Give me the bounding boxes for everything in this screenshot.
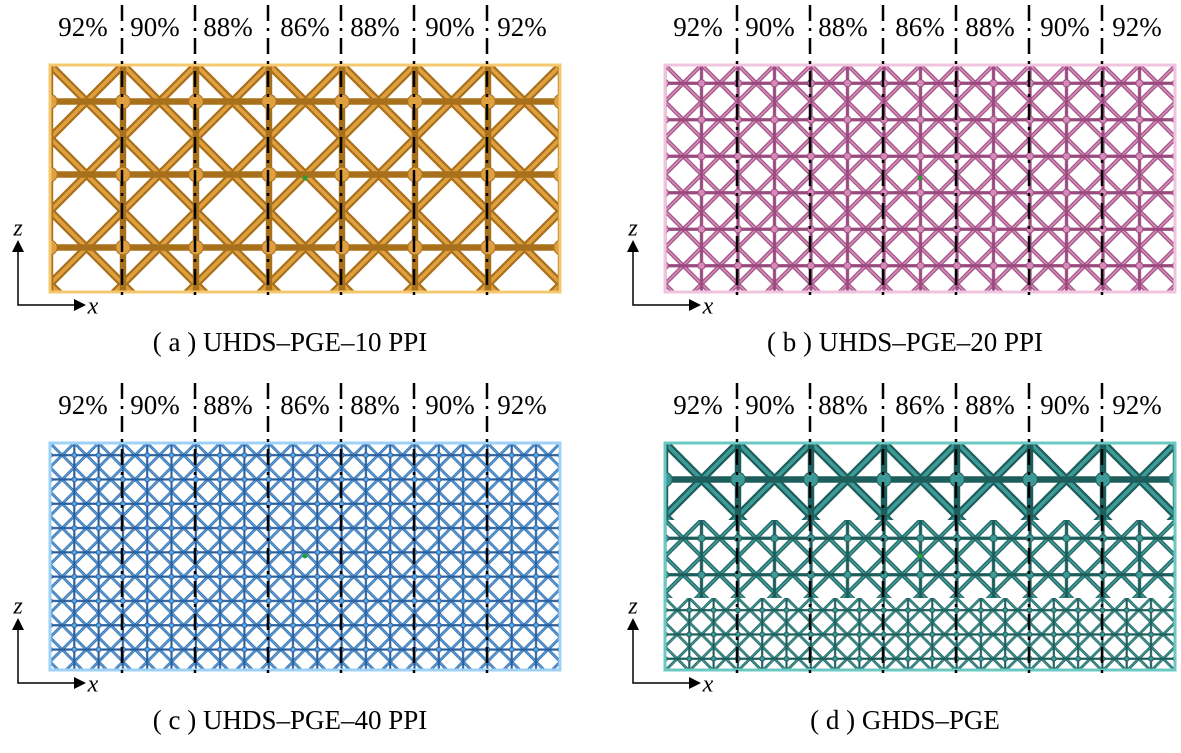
center-mark: [917, 175, 923, 181]
porosity-label: 90%: [745, 12, 795, 42]
porosity-label: 92%: [673, 390, 723, 420]
porosity-label: 86%: [895, 390, 945, 420]
porosity-label: 92%: [58, 390, 108, 420]
lattice: [665, 520, 1175, 598]
arrow-head: [74, 677, 86, 689]
panel: 92% 90% 88% 86% 88% 90% 92% z x ( c ) UHDS–PGE–40…: [12, 383, 562, 735]
arrow-head: [74, 299, 86, 311]
porosity-label: 88%: [203, 12, 253, 42]
caption: ( c ) UHDS–PGE–40 PPI: [153, 705, 428, 735]
porosity-label: 92%: [58, 12, 108, 42]
axis-label: x: [87, 672, 99, 698]
axis-arrows: [17, 624, 80, 684]
axis-label: z: [627, 594, 638, 620]
panel: 92% 90% 88% 86% 88% 90% 92% z x ( d ) GHDS–PGE: [627, 383, 1177, 735]
axis-label: z: [12, 216, 23, 242]
arrow-head: [12, 240, 24, 252]
porosity-label: 90%: [425, 390, 475, 420]
axis-label: x: [702, 672, 714, 698]
arrow-head: [627, 618, 639, 630]
axis-arrows: [632, 246, 695, 306]
arrow-head: [627, 240, 639, 252]
porosity-label: 90%: [130, 390, 180, 420]
axis-label: x: [702, 294, 714, 320]
lattice-border: [663, 441, 1177, 672]
axis-label: x: [87, 294, 99, 320]
porosity-label: 90%: [130, 12, 180, 42]
caption: ( d ) GHDS–PGE: [810, 705, 1000, 735]
center-mark: [302, 175, 308, 181]
porosity-label: 88%: [965, 390, 1015, 420]
porosity-label: 90%: [745, 390, 795, 420]
porosity-label: 90%: [1040, 12, 1090, 42]
porosity-label: 88%: [350, 390, 400, 420]
axis-arrows: [17, 246, 80, 306]
center-mark: [917, 553, 923, 559]
porosity-label: 92%: [1112, 12, 1162, 42]
axis-label: z: [12, 594, 23, 620]
arrow-head: [689, 677, 701, 689]
porosity-label: 90%: [1040, 390, 1090, 420]
arrow-head: [689, 299, 701, 311]
caption: ( a ) UHDS–PGE–10 PPI: [153, 327, 428, 357]
lattice: [665, 443, 1175, 520]
porosity-label: 92%: [497, 390, 547, 420]
porosity-label: 90%: [425, 12, 475, 42]
porosity-label: 88%: [965, 12, 1015, 42]
porosity-label: 86%: [280, 12, 330, 42]
porosity-label: 92%: [497, 12, 547, 42]
center-mark: [302, 553, 308, 559]
arrow-head: [12, 618, 24, 630]
panel: 92% 90% 88% 86% 88% 90% 92% z x ( b ) UHDS–PGE–20…: [627, 5, 1177, 357]
porosity-label: 88%: [203, 390, 253, 420]
porosity-label: 88%: [350, 12, 400, 42]
caption: ( b ) UHDS–PGE–20 PPI: [767, 327, 1043, 357]
porosity-label: 92%: [1112, 390, 1162, 420]
porosity-label: 86%: [280, 390, 330, 420]
porosity-label: 88%: [818, 390, 868, 420]
axis-label: z: [627, 216, 638, 242]
porosity-label: 92%: [673, 12, 723, 42]
lattice: [665, 598, 1175, 670]
panel: 92% 90% 88% 86% 88% 90% 92% z x ( a ) UHDS–PGE–10…: [12, 5, 562, 357]
porosity-label: 88%: [818, 12, 868, 42]
porosity-label: 86%: [895, 12, 945, 42]
axis-arrows: [632, 624, 695, 684]
